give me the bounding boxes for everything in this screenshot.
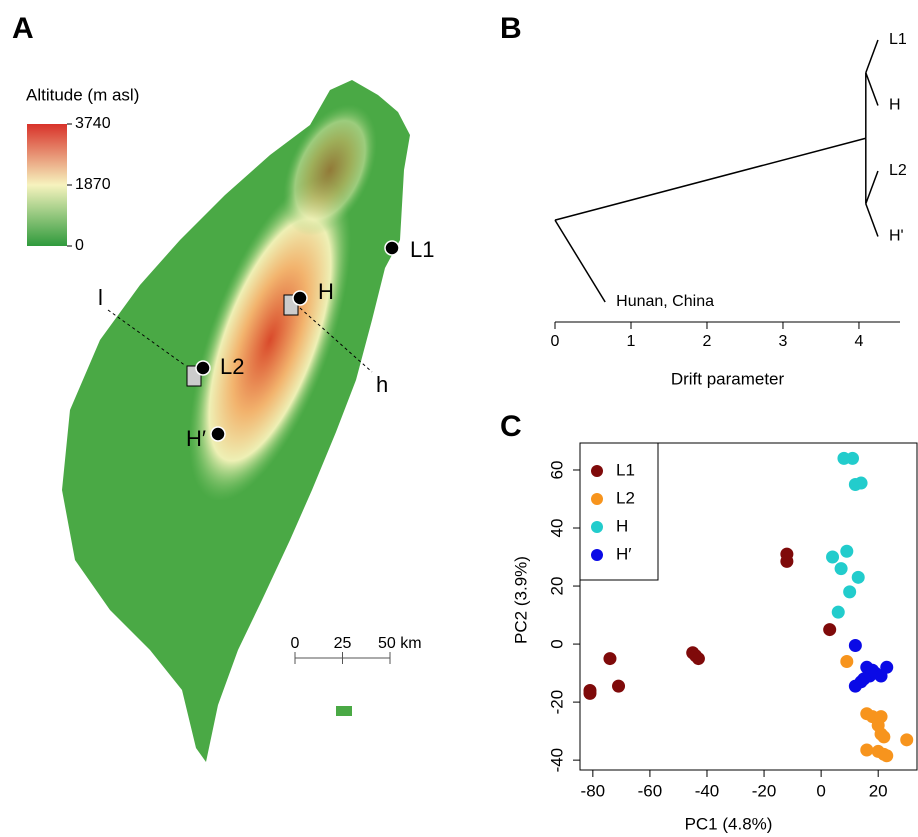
colorbar [27, 124, 67, 246]
branch [866, 40, 878, 73]
legend-label: H′ [616, 544, 631, 563]
point [780, 555, 793, 568]
x-tick-label: 4 [855, 333, 864, 350]
site-label: L2 [220, 354, 244, 379]
y-axis-title: PC2 (3.9%) [511, 556, 530, 644]
x-tick-label: 1 [627, 333, 636, 350]
scalebar-label: 50 km [378, 635, 422, 652]
site-marker [385, 241, 399, 255]
branch [555, 138, 866, 220]
site-marker [196, 361, 210, 375]
x-tick-label: 20 [869, 781, 888, 800]
colorbar-tick-label: 3740 [75, 115, 111, 132]
branch [555, 220, 605, 302]
tip-label: L2 [889, 162, 907, 179]
x-tick-label: -60 [638, 781, 663, 800]
transect-label: l [98, 285, 103, 310]
branch [866, 171, 878, 204]
panel-label: B [500, 12, 522, 45]
x-tick-label: -20 [752, 781, 777, 800]
x-axis-title: Drift parameter [671, 369, 785, 388]
point [843, 585, 856, 598]
x-axis-title: PC1 (4.8%) [685, 814, 773, 833]
site-label: H [318, 279, 334, 304]
transect-label: h [376, 372, 388, 397]
point [846, 452, 859, 465]
point [840, 545, 853, 558]
site-label: H′ [186, 426, 206, 451]
y-tick-label: -40 [547, 748, 566, 773]
point [832, 606, 845, 619]
point [583, 687, 596, 700]
scalebar-label: 0 [291, 635, 300, 652]
x-tick-label: -40 [695, 781, 720, 800]
site-label: L1 [410, 237, 434, 262]
scalebar-label: 25 [334, 635, 352, 652]
point [612, 680, 625, 693]
y-tick-label: -20 [547, 690, 566, 715]
y-tick-label: 20 [547, 577, 566, 596]
point [835, 562, 848, 575]
point [880, 749, 893, 762]
site-marker [293, 291, 307, 305]
legend-label: H [616, 516, 628, 535]
islet [336, 706, 352, 716]
colorbar-tick-label: 1870 [75, 176, 111, 193]
branch [866, 73, 878, 106]
point [849, 680, 862, 693]
point [692, 652, 705, 665]
point [849, 639, 862, 652]
panel-label: A [12, 12, 34, 45]
point [840, 655, 853, 668]
legend-marker [591, 549, 603, 561]
legend-label: L1 [616, 460, 635, 479]
point [852, 571, 865, 584]
point [855, 477, 868, 490]
panel-label: C [500, 410, 522, 443]
tip-label: H [889, 97, 901, 114]
tip-label: L1 [889, 31, 907, 48]
x-tick-label: -80 [581, 781, 606, 800]
x-tick-label: 0 [551, 333, 560, 350]
legend-marker [591, 521, 603, 533]
legend-title: Altitude (m asl) [26, 85, 139, 104]
point [826, 551, 839, 564]
site-marker [211, 427, 225, 441]
point [823, 623, 836, 636]
x-tick-label: 2 [703, 333, 712, 350]
branch [866, 204, 878, 237]
colorbar-tick-label: 0 [75, 237, 84, 254]
point [603, 652, 616, 665]
tip-label: H' [889, 228, 904, 245]
point [860, 743, 873, 756]
x-tick-label: 0 [816, 781, 825, 800]
legend-marker [591, 493, 603, 505]
y-tick-label: 0 [547, 639, 566, 648]
figure: A B C l h Altitude (m asl) 018703740L1HL… [0, 0, 918, 837]
point [900, 733, 913, 746]
legend-marker [591, 465, 603, 477]
y-tick-label: 40 [547, 519, 566, 538]
point [877, 730, 890, 743]
tip-label: Hunan, China [616, 293, 714, 310]
y-tick-label: 60 [547, 461, 566, 480]
point [880, 661, 893, 674]
x-tick-label: 3 [779, 333, 788, 350]
legend-label: L2 [616, 488, 635, 507]
